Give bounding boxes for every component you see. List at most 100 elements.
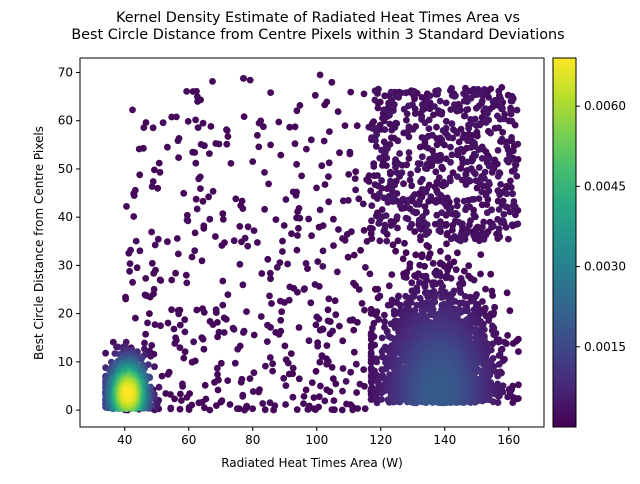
- data-point: [181, 348, 189, 356]
- data-point: [250, 331, 258, 339]
- data-point: [347, 368, 355, 376]
- data-point: [502, 203, 510, 211]
- data-point: [442, 117, 450, 125]
- data-point: [458, 155, 466, 163]
- data-point: [515, 381, 522, 389]
- data-point: [489, 340, 496, 348]
- data-point: [441, 141, 448, 149]
- data-point: [422, 227, 430, 235]
- data-point: [307, 299, 315, 307]
- data-point: [214, 371, 221, 378]
- data-point: [402, 274, 410, 281]
- data-point: [495, 225, 503, 233]
- data-point: [190, 338, 198, 346]
- data-point: [440, 198, 448, 206]
- data-point: [495, 124, 502, 132]
- data-point: [199, 305, 207, 313]
- data-point: [212, 233, 219, 240]
- data-point: [402, 89, 410, 97]
- data-point: [408, 182, 416, 190]
- data-point: [500, 211, 508, 218]
- data-point: [381, 225, 389, 233]
- data-point: [155, 159, 163, 167]
- data-point: [503, 190, 511, 198]
- data-point: [505, 385, 513, 393]
- data-point: [472, 151, 479, 159]
- data-point: [286, 283, 294, 291]
- data-point: [311, 91, 319, 99]
- data-point: [482, 312, 490, 320]
- data-point: [406, 176, 414, 184]
- data-point: [259, 400, 267, 407]
- data-point: [157, 322, 164, 330]
- data-point: [444, 254, 452, 262]
- data-point: [375, 190, 383, 198]
- data-point: [434, 157, 442, 165]
- data-point: [282, 196, 290, 203]
- data-point: [325, 198, 333, 206]
- data-point: [461, 293, 469, 300]
- data-point: [129, 278, 137, 286]
- data-point: [386, 120, 394, 128]
- data-point: [183, 279, 191, 287]
- data-point: [174, 250, 182, 258]
- data-point: [318, 353, 326, 360]
- data-point: [390, 193, 398, 201]
- data-point: [133, 264, 141, 272]
- data-point: [409, 125, 417, 133]
- data-point: [257, 313, 265, 320]
- data-point: [188, 253, 196, 261]
- data-point: [315, 393, 323, 401]
- data-point: [164, 319, 172, 327]
- data-point: [267, 275, 274, 283]
- data-point: [244, 242, 252, 250]
- data-point: [488, 168, 496, 176]
- data-point: [507, 184, 515, 191]
- data-point: [460, 90, 467, 97]
- data-point: [367, 359, 375, 366]
- data-point: [335, 226, 342, 233]
- data-point: [233, 405, 241, 413]
- data-point: [264, 321, 271, 329]
- data-point: [227, 160, 235, 167]
- data-point: [338, 406, 346, 414]
- data-point: [347, 88, 355, 96]
- data-point: [374, 285, 382, 293]
- data-point: [250, 227, 258, 235]
- data-point: [425, 254, 432, 261]
- data-point: [411, 110, 419, 117]
- data-point: [390, 311, 398, 318]
- data-point: [316, 326, 324, 334]
- data-point: [433, 141, 441, 149]
- data-point: [496, 189, 503, 197]
- data-point: [413, 273, 420, 281]
- data-point: [305, 337, 313, 345]
- data-point: [132, 237, 140, 245]
- data-point: [219, 216, 227, 223]
- data-point: [212, 306, 220, 313]
- colorbar-tick-label: 0.0030: [584, 260, 626, 274]
- data-point: [479, 232, 487, 239]
- data-point: [467, 144, 475, 151]
- data-point: [473, 122, 480, 129]
- data-point: [198, 398, 206, 406]
- data-point: [402, 249, 410, 257]
- data-point: [442, 99, 450, 107]
- data-point: [465, 176, 473, 184]
- data-point: [447, 300, 454, 308]
- data-point: [503, 289, 511, 297]
- data-point: [127, 246, 134, 254]
- data-point: [323, 98, 331, 106]
- data-point: [315, 403, 322, 411]
- data-point: [376, 216, 384, 224]
- data-point: [452, 266, 460, 274]
- data-point: [498, 217, 505, 225]
- data-point: [267, 89, 274, 96]
- data-point: [497, 138, 504, 145]
- data-point: [510, 198, 518, 205]
- data-point: [201, 381, 209, 389]
- data-point: [453, 104, 461, 112]
- data-point: [180, 189, 188, 197]
- data-point: [425, 243, 432, 251]
- data-point: [148, 228, 156, 236]
